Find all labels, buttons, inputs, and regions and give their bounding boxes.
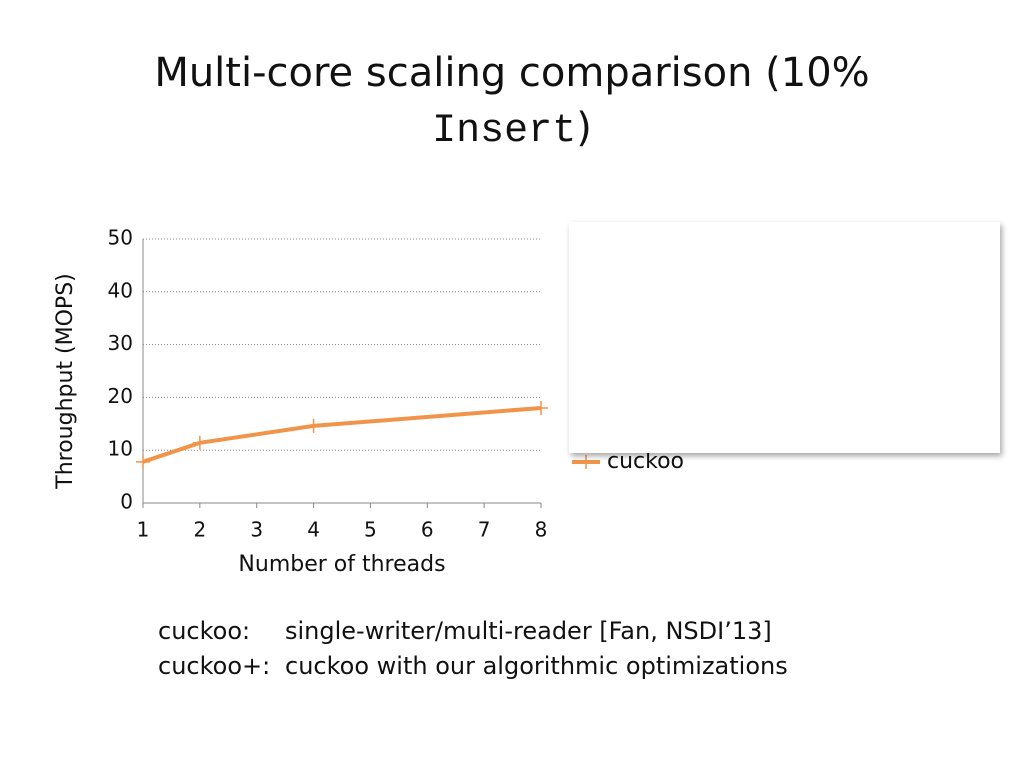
x-tick-label: 6	[421, 518, 434, 542]
y-tick-label: 40	[108, 278, 133, 302]
note-label: cuckoo:	[158, 617, 250, 645]
point-marker	[306, 418, 321, 433]
title-code: Insert	[432, 109, 576, 154]
point-marker	[136, 454, 150, 469]
note-text: cuckoo with our algorithmic optimization…	[285, 652, 788, 680]
slide-title-line2: Insert)	[432, 105, 592, 154]
y-tick-label: 0	[120, 490, 133, 514]
x-tick-label: 5	[364, 518, 377, 542]
legend-label: cuckoo	[607, 449, 684, 474]
overlay-box	[569, 222, 1000, 453]
chart: 0 10 20 30 40 50 1 2 3 4 5 6 7 8 Number of threads Thro…	[53, 226, 684, 578]
slide-title: Multi-core scaling comparison (10%	[154, 50, 869, 96]
series-line	[142, 405, 542, 464]
x-tick-label: 4	[307, 518, 320, 542]
note-text: single-writer/multi-reader [Fan, NSDI’13…	[285, 617, 772, 645]
x-tick-label: 7	[478, 518, 491, 542]
point-marker	[192, 435, 207, 450]
x-tick-label: 2	[193, 518, 206, 542]
x-tick-label: 1	[137, 518, 150, 542]
legend-marker	[579, 455, 593, 469]
y-tick-label: 20	[108, 384, 133, 408]
y-tick-label: 30	[108, 331, 133, 355]
y-tick-label: 50	[108, 226, 133, 250]
x-axis-label: Number of threads	[238, 552, 445, 577]
y-axis-label: Throughput (MOPS)	[53, 273, 78, 489]
y-tick-label: 10	[108, 437, 133, 461]
x-tick-label: 8	[535, 518, 548, 542]
x-tick-label: 3	[250, 518, 263, 542]
point-marker	[534, 400, 548, 415]
title-end: )	[576, 105, 592, 151]
note-label: cuckoo+:	[158, 652, 270, 680]
